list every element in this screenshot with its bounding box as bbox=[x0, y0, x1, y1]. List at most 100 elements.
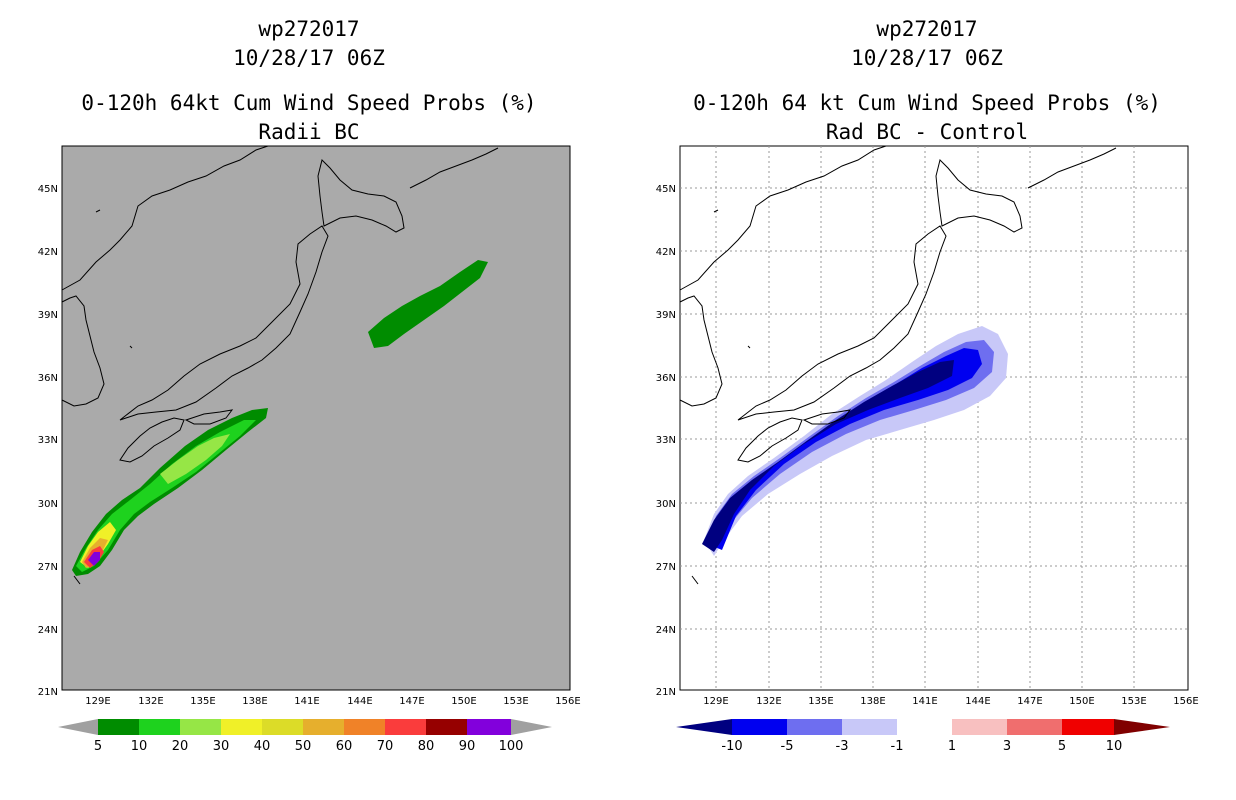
right-lon-label: 129E bbox=[703, 696, 728, 707]
left-colorbar-end-arrow bbox=[511, 719, 552, 735]
right-title-experiment: Rad BC - Control bbox=[825, 120, 1029, 144]
left-colorbar-label: 20 bbox=[172, 739, 189, 754]
right-colorbar-box bbox=[952, 719, 1007, 735]
left-lon-label: 129E bbox=[85, 696, 110, 707]
right-lat-labels: 45N 42N 39N 36N 33N 30N 27N 24N 21N bbox=[656, 184, 676, 698]
right-lat-label: 33N bbox=[656, 435, 676, 446]
right-lon-label: 144E bbox=[965, 696, 990, 707]
right-colorbar-label: 3 bbox=[1003, 739, 1011, 754]
left-colorbar-box bbox=[262, 719, 303, 735]
right-colorbar-label: -5 bbox=[781, 739, 794, 754]
left-swath-10 bbox=[76, 420, 256, 572]
left-colorbar-label: 60 bbox=[336, 739, 353, 754]
right-swath-minus10 bbox=[702, 360, 954, 552]
right-colorbar-box bbox=[787, 719, 842, 735]
left-lon-label: 138E bbox=[242, 696, 267, 707]
left-coastlines bbox=[61, 145, 499, 585]
right-coastlines bbox=[679, 145, 1117, 585]
right-swath-minus5 bbox=[708, 348, 982, 550]
left-lat-label: 36N bbox=[38, 373, 58, 384]
right-lat-label: 45N bbox=[656, 184, 676, 195]
right-lat-label: 30N bbox=[656, 499, 676, 510]
left-title-product: 0-120h 64kt Cum Wind Speed Probs (%) bbox=[81, 91, 537, 115]
left-lon-label: 147E bbox=[399, 696, 424, 707]
right-lat-label: 24N bbox=[656, 625, 676, 636]
right-colorbar-box bbox=[1062, 719, 1114, 735]
right-lon-label: 147E bbox=[1017, 696, 1042, 707]
left-colorbar-label: 80 bbox=[418, 739, 435, 754]
left-colorbar-start-arrow bbox=[58, 719, 98, 735]
right-colorbar-label: 5 bbox=[1058, 739, 1066, 754]
left-lon-label: 135E bbox=[190, 696, 215, 707]
left-colorbar-box bbox=[385, 719, 426, 735]
left-colorbar-label: 50 bbox=[295, 739, 312, 754]
right-colorbar-box bbox=[1007, 719, 1062, 735]
left-lon-label: 132E bbox=[138, 696, 163, 707]
right-panel: wp272017 10/28/17 06Z 0-120h 64 kt Cum W… bbox=[618, 0, 1236, 800]
left-panel: wp272017 10/28/17 06Z 0-120h 64kt Cum Wi… bbox=[38, 17, 581, 754]
left-colorbar: 5 10 20 30 40 50 60 70 80 90 100 bbox=[58, 719, 552, 754]
right-title-date: 10/28/17 06Z bbox=[851, 46, 1003, 70]
left-colorbar-label: 10 bbox=[131, 739, 148, 754]
left-colorbar-label: 5 bbox=[94, 739, 102, 754]
right-lat-label: 42N bbox=[656, 247, 676, 258]
right-lon-label: 153E bbox=[1121, 696, 1146, 707]
right-lon-label: 141E bbox=[912, 696, 937, 707]
left-lat-label: 39N bbox=[38, 310, 58, 321]
left-colorbar-box bbox=[467, 719, 511, 735]
right-lon-label: 156E bbox=[1173, 696, 1198, 707]
left-colorbar-box bbox=[98, 719, 139, 735]
left-lon-label: 156E bbox=[555, 696, 580, 707]
left-swath-20 bbox=[160, 434, 230, 484]
right-colorbar-label: -10 bbox=[721, 739, 742, 754]
right-lat-label: 39N bbox=[656, 310, 676, 321]
left-colorbar-box bbox=[426, 719, 467, 735]
right-map-svg: 45N 42N 39N 36N 33N 30N 27N 24N 21N 129E… bbox=[656, 145, 1199, 754]
left-title-experiment: Radii BC bbox=[258, 120, 360, 144]
left-colorbar-box bbox=[180, 719, 221, 735]
right-colorbar-start-arrow bbox=[676, 719, 732, 735]
left-lat-label: 24N bbox=[38, 625, 58, 636]
left-lat-label: 33N bbox=[38, 435, 58, 446]
left-lat-label: 42N bbox=[38, 247, 58, 258]
left-lat-label: 21N bbox=[38, 687, 58, 698]
right-colorbar-box bbox=[897, 719, 952, 735]
left-lon-labels: 129E 132E 135E 138E 141E 144E 147E 150E … bbox=[85, 696, 580, 707]
right-lon-labels: 129E 132E 135E 138E 141E 144E 147E 150E … bbox=[703, 696, 1198, 707]
right-lon-label: 132E bbox=[756, 696, 781, 707]
left-lon-label: 141E bbox=[294, 696, 319, 707]
left-map-background bbox=[61, 145, 571, 691]
left-colorbar-label: 30 bbox=[213, 739, 230, 754]
right-colorbar-label: 10 bbox=[1106, 739, 1123, 754]
right-colorbar-box bbox=[842, 719, 897, 735]
right-colorbar-label: -1 bbox=[891, 739, 904, 754]
left-title-storm: wp272017 bbox=[258, 17, 360, 41]
right-colorbar-label: 1 bbox=[948, 739, 956, 754]
left-colorbar-box bbox=[221, 719, 262, 735]
right-colorbar-label: -3 bbox=[836, 739, 849, 754]
right-lat-label: 21N bbox=[656, 687, 676, 698]
left-lat-label: 27N bbox=[38, 562, 58, 573]
left-colorbar-label: 90 bbox=[459, 739, 476, 754]
right-colorbar-end-arrow bbox=[1114, 719, 1170, 735]
right-lon-label: 150E bbox=[1069, 696, 1094, 707]
left-prob-swath bbox=[72, 260, 488, 576]
right-title-storm: wp272017 bbox=[876, 17, 978, 41]
right-lat-label: 27N bbox=[656, 562, 676, 573]
left-colorbar-box bbox=[344, 719, 385, 735]
left-colorbar-box bbox=[139, 719, 180, 735]
left-colorbar-label: 40 bbox=[254, 739, 271, 754]
right-diff-swath bbox=[702, 326, 1008, 556]
left-lon-label: 144E bbox=[347, 696, 372, 707]
left-swath-northeast bbox=[368, 260, 488, 348]
left-swath-90 bbox=[88, 552, 100, 566]
left-lon-label: 150E bbox=[451, 696, 476, 707]
left-map-svg: 45N 42N 39N 36N 33N 30N 27N 24N 21N 129E… bbox=[38, 145, 581, 754]
left-colorbar-label: 100 bbox=[499, 739, 524, 754]
left-colorbar-label: 70 bbox=[377, 739, 394, 754]
right-lon-label: 135E bbox=[808, 696, 833, 707]
right-colorbar: -10 -5 -3 -1 1 3 5 10 bbox=[676, 719, 1170, 754]
left-lat-label: 45N bbox=[38, 184, 58, 195]
right-lon-label: 138E bbox=[860, 696, 885, 707]
left-title-date: 10/28/17 06Z bbox=[233, 46, 385, 70]
